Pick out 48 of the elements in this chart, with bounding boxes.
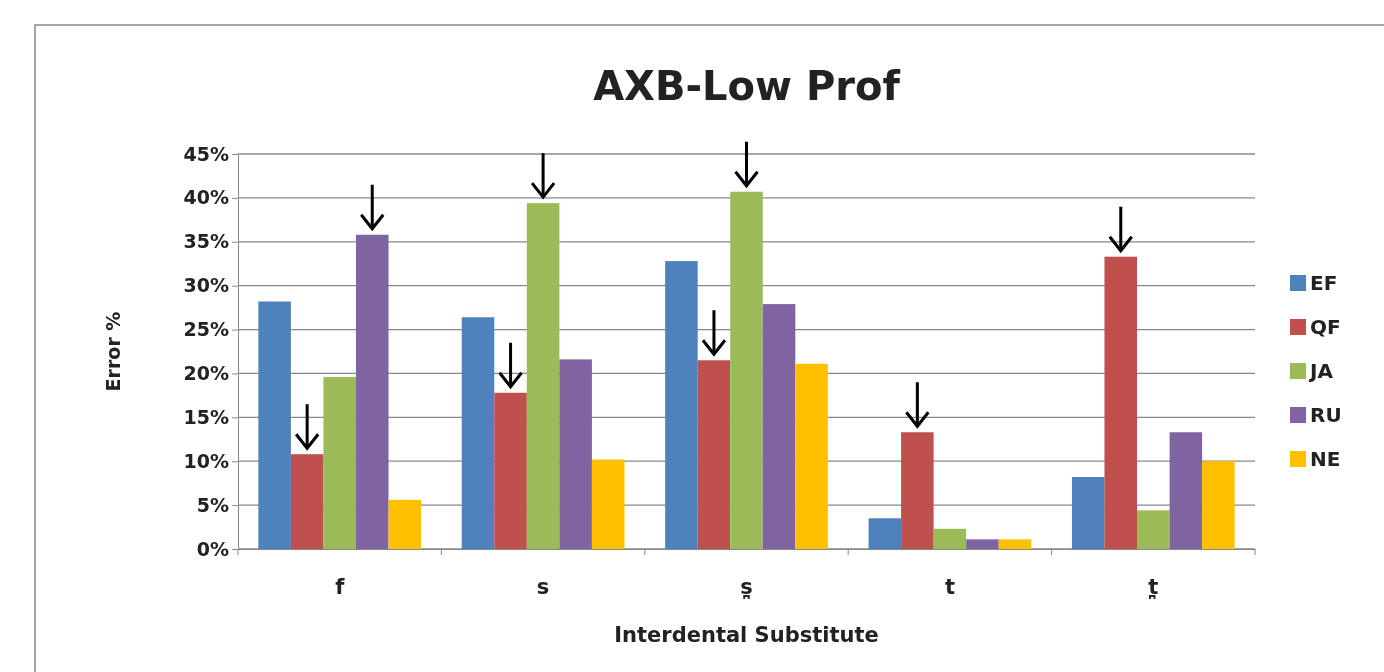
y-tick-label: 0% <box>196 537 229 560</box>
y-tick-label: 15% <box>183 405 229 428</box>
x-tick-label: s̪ <box>740 574 753 599</box>
x-tick-label: t <box>944 574 955 599</box>
x-tick-label: s <box>536 574 550 599</box>
legend-label: NE <box>1310 447 1341 471</box>
bar <box>1071 477 1105 549</box>
x-tick-label: f <box>335 574 346 599</box>
bar <box>494 392 527 549</box>
bar <box>559 359 592 549</box>
y-tick-label: 45% <box>183 142 229 165</box>
y-tick-label: 25% <box>183 318 229 341</box>
bar <box>933 528 967 549</box>
bar <box>998 539 1032 549</box>
bar <box>1169 432 1203 549</box>
bar <box>1202 461 1235 549</box>
bar <box>697 360 731 549</box>
y-tick-label: 30% <box>183 274 229 297</box>
y-tick-label: 20% <box>183 362 229 385</box>
bar <box>323 376 356 549</box>
bar <box>665 261 698 549</box>
legend-label: RU <box>1310 403 1342 427</box>
x-axis-title: Interdental Substitute <box>614 623 879 647</box>
bar <box>1104 256 1138 549</box>
bar <box>901 432 934 549</box>
legend-label: JA <box>1308 359 1334 383</box>
bar <box>290 454 324 549</box>
bar <box>388 499 422 549</box>
bar <box>868 518 902 549</box>
bar <box>966 539 999 549</box>
chart-title: AXB-Low Prof <box>593 63 901 109</box>
legend-label: QF <box>1310 315 1341 339</box>
bar <box>795 363 828 549</box>
bar <box>1137 510 1170 549</box>
bar <box>355 234 389 549</box>
bar <box>591 459 625 549</box>
y-tick-label: 35% <box>183 230 229 253</box>
bar <box>730 191 763 549</box>
y-tick-label: 10% <box>183 449 229 472</box>
y-tick-label: 5% <box>196 493 229 516</box>
bar <box>461 317 495 549</box>
bar <box>258 301 291 549</box>
bar <box>762 304 796 549</box>
y-axis-title: Error % <box>102 311 124 392</box>
y-tick-label: 40% <box>183 186 229 209</box>
x-tick-label: t̪ <box>1148 574 1159 599</box>
legend-label: EF <box>1310 271 1338 295</box>
bar <box>526 203 560 549</box>
